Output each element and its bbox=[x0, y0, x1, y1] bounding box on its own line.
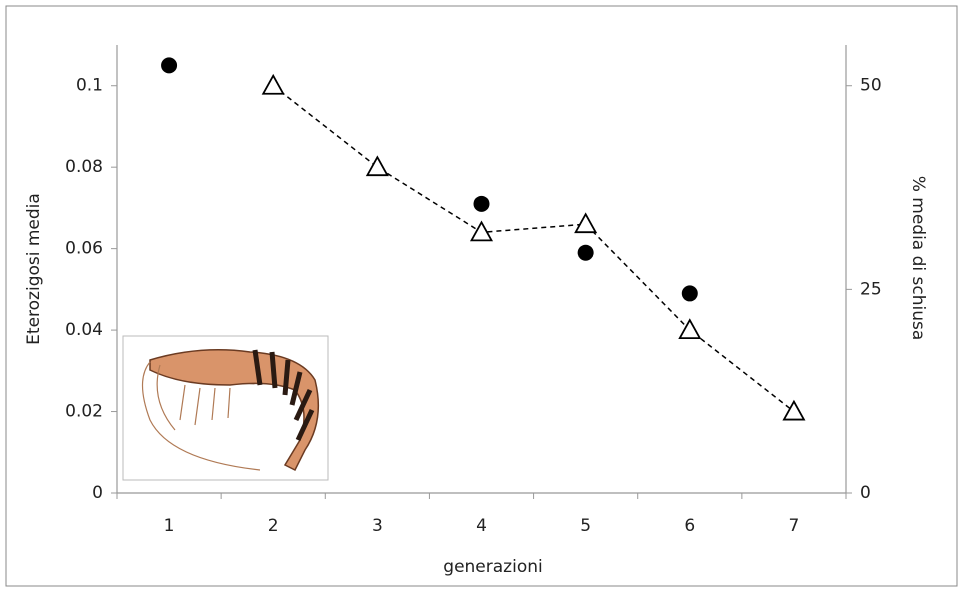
y-tick-label: 0.06 bbox=[65, 239, 103, 259]
point bbox=[681, 285, 698, 302]
point bbox=[469, 220, 494, 242]
y2-axis-title: % media di schiusa bbox=[908, 176, 928, 341]
point bbox=[161, 57, 178, 74]
x-axis-title: generazioni bbox=[443, 557, 542, 577]
x-tick-label: 4 bbox=[476, 516, 487, 536]
x-tick-label: 5 bbox=[580, 516, 591, 536]
x-tick-label: 7 bbox=[789, 516, 800, 536]
shrimp-illustration bbox=[122, 335, 329, 481]
y-tick-label: 0 bbox=[92, 483, 103, 503]
x-tick-label: 6 bbox=[684, 516, 695, 536]
x-tick-label: 2 bbox=[268, 516, 279, 536]
y-tick-label: 0.1 bbox=[76, 76, 103, 96]
y2-tick-label: 0 bbox=[860, 483, 871, 503]
point bbox=[782, 399, 806, 421]
y-tick-label: 0.08 bbox=[65, 157, 103, 177]
shrimp-bands bbox=[252, 349, 315, 442]
y2-tick-label: 50 bbox=[860, 76, 882, 96]
point bbox=[261, 73, 285, 95]
y-tick-label: 0.04 bbox=[65, 320, 103, 340]
y-tick-label: 0.02 bbox=[65, 402, 103, 422]
point bbox=[473, 195, 490, 212]
y2-tick-label: 25 bbox=[860, 279, 882, 299]
point bbox=[365, 155, 389, 177]
frame bbox=[5, 5, 958, 587]
series-line bbox=[272, 85, 795, 413]
x-tick-label: 3 bbox=[372, 516, 383, 536]
x-tick-label: 1 bbox=[164, 516, 175, 536]
point bbox=[577, 244, 594, 261]
point bbox=[574, 212, 598, 234]
shrimp-legs bbox=[141, 361, 261, 471]
point bbox=[678, 318, 702, 339]
y-axis-title: Eterozigosi media bbox=[24, 193, 44, 345]
